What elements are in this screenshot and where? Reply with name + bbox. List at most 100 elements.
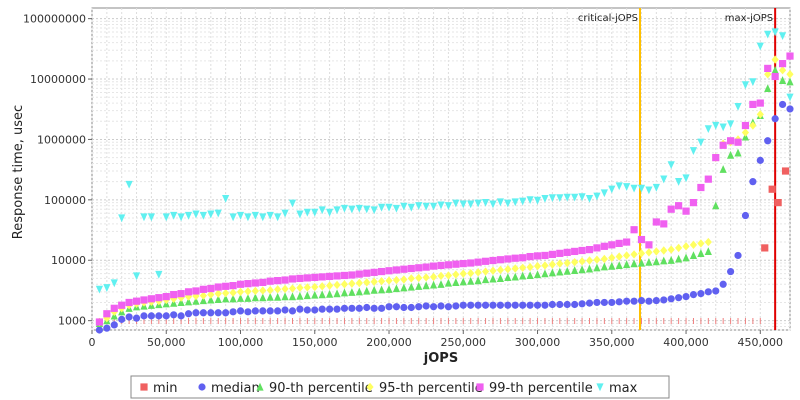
data-point — [697, 183, 705, 192]
data-point — [571, 193, 579, 202]
data-point — [608, 261, 616, 270]
data-point — [726, 150, 735, 159]
data-point — [667, 256, 675, 264]
data-point — [370, 304, 378, 312]
data-point — [274, 292, 282, 301]
data-point — [697, 290, 705, 298]
data-point — [326, 272, 334, 281]
data-point — [392, 266, 401, 274]
data-point — [177, 213, 185, 222]
data-point — [511, 198, 519, 207]
data-point — [474, 301, 482, 309]
data-point — [207, 290, 215, 299]
data-point — [689, 251, 698, 260]
data-point — [281, 276, 289, 284]
data-point — [467, 276, 475, 285]
data-point — [526, 262, 534, 272]
data-point — [623, 251, 631, 260]
data-point — [236, 294, 245, 302]
data-point — [155, 270, 163, 279]
data-point — [318, 282, 326, 291]
data-point — [184, 310, 193, 318]
data-point — [712, 201, 720, 210]
data-point — [214, 289, 222, 298]
data-point — [110, 304, 118, 312]
data-point — [274, 285, 282, 294]
data-point — [704, 288, 712, 296]
data-point — [600, 254, 608, 264]
data-point — [118, 315, 126, 323]
data-point — [326, 281, 334, 290]
data-point — [593, 244, 601, 252]
data-point — [459, 269, 467, 278]
data-point — [741, 81, 750, 90]
data-point — [578, 193, 586, 202]
data-point — [437, 280, 445, 288]
data-point — [467, 269, 475, 278]
data-point — [548, 250, 556, 258]
data-point — [675, 243, 683, 253]
series-90-th-percentile — [95, 66, 794, 328]
data-point — [756, 42, 764, 51]
data-point — [593, 298, 601, 307]
data-point — [132, 297, 141, 305]
data-point — [452, 278, 460, 286]
data-point — [296, 283, 304, 292]
y-axis-title: Response time, usec — [11, 105, 26, 239]
data-point — [311, 208, 319, 217]
data-point — [652, 257, 660, 266]
data-point — [437, 302, 445, 310]
data-point — [556, 194, 564, 203]
data-point — [259, 307, 267, 315]
data-point — [541, 194, 549, 203]
data-point — [541, 261, 549, 270]
data-point — [400, 275, 408, 284]
data-point — [600, 298, 608, 307]
data-point — [244, 294, 252, 302]
data-point — [593, 263, 601, 272]
data-point — [103, 284, 111, 292]
data-point — [474, 268, 482, 277]
data-point — [481, 301, 490, 309]
data-point — [251, 211, 259, 220]
data-point — [764, 137, 772, 145]
data-point — [415, 303, 423, 311]
data-point — [533, 261, 542, 271]
y-tick-label: 1000000 — [37, 133, 86, 146]
data-point — [660, 220, 668, 228]
data-point — [615, 261, 623, 270]
data-point — [422, 281, 430, 290]
data-point — [756, 110, 764, 119]
data-point — [222, 294, 230, 303]
data-point — [608, 298, 616, 307]
data-point — [95, 285, 104, 294]
data-point — [110, 279, 118, 288]
data-point — [682, 293, 690, 301]
data-point — [652, 183, 660, 192]
data-point — [244, 280, 252, 288]
data-point — [689, 147, 698, 155]
data-point — [333, 289, 341, 298]
data-point — [719, 141, 727, 149]
data-point — [281, 209, 289, 218]
data-point — [533, 301, 542, 309]
data-point — [400, 265, 408, 273]
data-point — [199, 309, 207, 317]
data-point — [652, 247, 660, 256]
x-tick-label: 250,000 — [441, 336, 487, 349]
data-point — [348, 205, 356, 214]
data-point — [355, 287, 363, 296]
data-point — [704, 247, 712, 256]
data-point — [429, 303, 438, 311]
data-point — [377, 285, 386, 294]
data-point — [452, 302, 460, 310]
data-point — [667, 245, 675, 254]
data-point — [132, 272, 141, 281]
data-point — [712, 154, 720, 162]
data-point — [781, 167, 790, 175]
data-point — [719, 123, 727, 132]
data-point — [207, 210, 215, 219]
data-point — [489, 266, 497, 275]
data-point — [333, 280, 341, 290]
data-point — [726, 120, 735, 129]
